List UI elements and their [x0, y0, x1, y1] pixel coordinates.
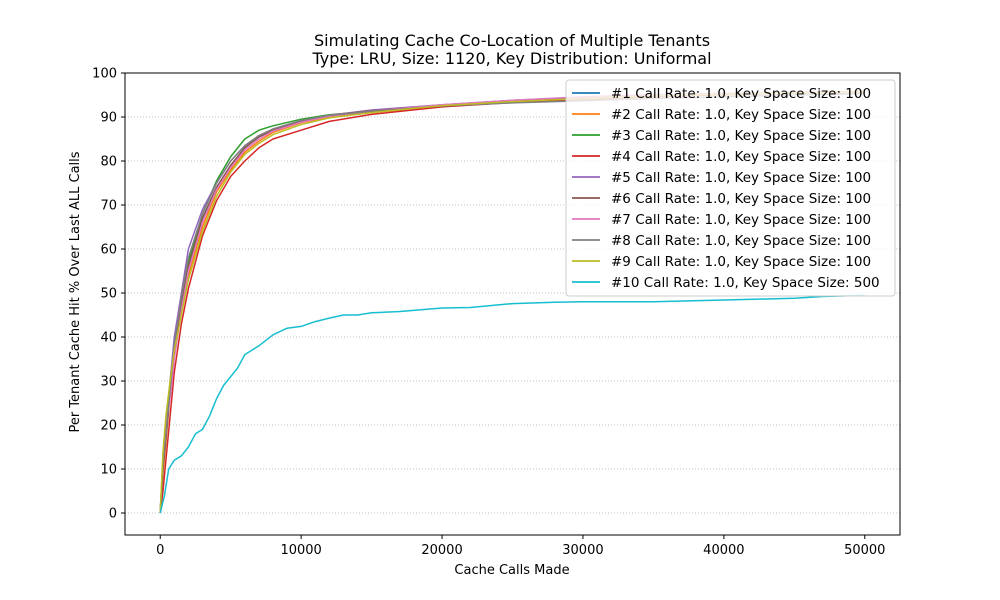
legend-entry-3: #3 Call Rate: 1.0, Key Space Size: 100 [611, 128, 871, 144]
legend-entry-1: #1 Call Rate: 1.0, Key Space Size: 100 [611, 86, 871, 102]
legend: #1 Call Rate: 1.0, Key Space Size: 100 #2… [565, 79, 896, 297]
x-tick-label-0: 0 [156, 543, 164, 558]
y-tick-label-0: 0 [109, 507, 117, 522]
legend-entry-10: #10 Call Rate: 1.0, Key Space Size: 500 [611, 275, 880, 291]
tick-labels: 0 10000 20000 30000 40000 50000 0 10 20 30 40 50 60 7… [92, 67, 885, 559]
y-tick-label-4: 40 [100, 331, 117, 346]
legend-entry-6: #6 Call Rate: 1.0, Key Space Size: 100 [611, 191, 871, 207]
y-tick-label-5: 50 [100, 287, 117, 302]
legend-entry-5: #5 Call Rate: 1.0, Key Space Size: 100 [611, 170, 871, 186]
legend-box [565, 79, 896, 297]
y-tick-label-6: 60 [100, 243, 117, 258]
x-tick-label-3: 30000 [562, 543, 603, 558]
y-tick-label-2: 20 [100, 419, 117, 434]
legend-entry-9: #9 Call Rate: 1.0, Key Space Size: 100 [611, 254, 871, 270]
legend-entry-7: #7 Call Rate: 1.0, Key Space Size: 100 [611, 212, 871, 228]
legend-entry-4: #4 Call Rate: 1.0, Key Space Size: 100 [611, 149, 871, 165]
x-tick-label-4: 40000 [703, 543, 744, 558]
series-line-10 [159, 294, 865, 514]
y-tick-label-7: 70 [100, 199, 117, 214]
x-tick-label-1: 10000 [280, 543, 321, 558]
plot-frame [124, 72, 901, 536]
legend-entry-2: #2 Call Rate: 1.0, Key Space Size: 100 [611, 107, 871, 123]
axes [121, 72, 901, 539]
y-tick-label-8: 80 [100, 155, 117, 170]
chart-title: Simulating Cache Co-Location of Multiple… [314, 31, 710, 50]
legend-entry-8: #8 Call Rate: 1.0, Key Space Size: 100 [611, 233, 871, 249]
x-axis-label: Cache Calls Made [454, 563, 569, 578]
y-axis-label: Per Tenant Cache Hit % Over Last ALL Cal… [68, 151, 83, 432]
y-tick-label-9: 90 [100, 111, 117, 126]
chart-subtitle: Type: LRU, Size: 1120, Key Distribution:… [311, 49, 711, 68]
x-tick-label-5: 50000 [844, 543, 885, 558]
y-tick-label-10: 100 [92, 67, 117, 82]
y-tick-label-1: 10 [100, 463, 117, 478]
x-tick-label-2: 20000 [421, 543, 462, 558]
y-tick-label-3: 30 [100, 375, 117, 390]
